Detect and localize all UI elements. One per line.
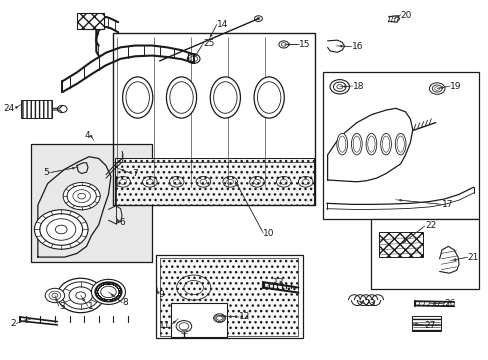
- Bar: [378, 232, 422, 257]
- Text: 20: 20: [400, 10, 411, 19]
- Ellipse shape: [126, 82, 149, 113]
- Bar: [371, 220, 478, 289]
- Text: 4: 4: [84, 131, 90, 140]
- Bar: [115, 158, 314, 205]
- Ellipse shape: [169, 82, 193, 113]
- Circle shape: [329, 80, 349, 94]
- Text: 25: 25: [203, 39, 214, 48]
- Circle shape: [57, 278, 104, 313]
- Text: 3: 3: [59, 302, 64, 311]
- Text: 14: 14: [217, 19, 228, 28]
- Text: 10: 10: [263, 229, 274, 238]
- Text: 1: 1: [88, 302, 94, 311]
- Ellipse shape: [336, 134, 347, 155]
- Ellipse shape: [213, 82, 237, 113]
- Text: 18: 18: [352, 82, 364, 91]
- Ellipse shape: [210, 77, 240, 118]
- Text: 21: 21: [467, 253, 478, 262]
- Ellipse shape: [366, 134, 376, 155]
- Text: 11: 11: [159, 321, 170, 330]
- Ellipse shape: [254, 77, 284, 118]
- Text: 22: 22: [424, 221, 435, 230]
- Bar: [21, 100, 52, 118]
- Ellipse shape: [382, 136, 389, 152]
- Bar: [30, 144, 152, 262]
- Circle shape: [176, 320, 191, 332]
- Text: 27: 27: [423, 321, 434, 330]
- Text: 2: 2: [10, 319, 16, 328]
- Text: 7: 7: [132, 169, 137, 178]
- Ellipse shape: [166, 77, 196, 118]
- Text: 16: 16: [351, 42, 363, 51]
- Circle shape: [63, 183, 100, 210]
- Ellipse shape: [396, 136, 404, 152]
- Text: 6: 6: [119, 218, 124, 227]
- Text: 17: 17: [441, 200, 452, 209]
- Circle shape: [45, 288, 64, 303]
- Text: 13: 13: [272, 278, 284, 287]
- Circle shape: [91, 279, 125, 305]
- Text: 19: 19: [449, 82, 461, 91]
- Text: 5: 5: [43, 168, 49, 177]
- Ellipse shape: [122, 77, 152, 118]
- Ellipse shape: [367, 136, 374, 152]
- Ellipse shape: [338, 136, 345, 152]
- Ellipse shape: [394, 134, 405, 155]
- Text: 15: 15: [299, 40, 310, 49]
- Bar: [170, 303, 226, 337]
- Bar: [411, 316, 440, 330]
- Bar: [156, 255, 303, 338]
- Bar: [322, 72, 478, 220]
- Ellipse shape: [257, 82, 280, 113]
- Text: 26: 26: [444, 299, 455, 308]
- Bar: [159, 258, 298, 336]
- Text: 8: 8: [122, 298, 127, 307]
- Text: 9: 9: [158, 289, 163, 298]
- Circle shape: [34, 210, 88, 249]
- Text: 12: 12: [239, 312, 250, 321]
- Ellipse shape: [351, 134, 362, 155]
- Text: 23: 23: [364, 299, 375, 308]
- Text: 24: 24: [4, 104, 15, 113]
- Bar: [77, 13, 103, 30]
- Circle shape: [428, 83, 444, 94]
- Ellipse shape: [352, 136, 360, 152]
- Ellipse shape: [380, 134, 390, 155]
